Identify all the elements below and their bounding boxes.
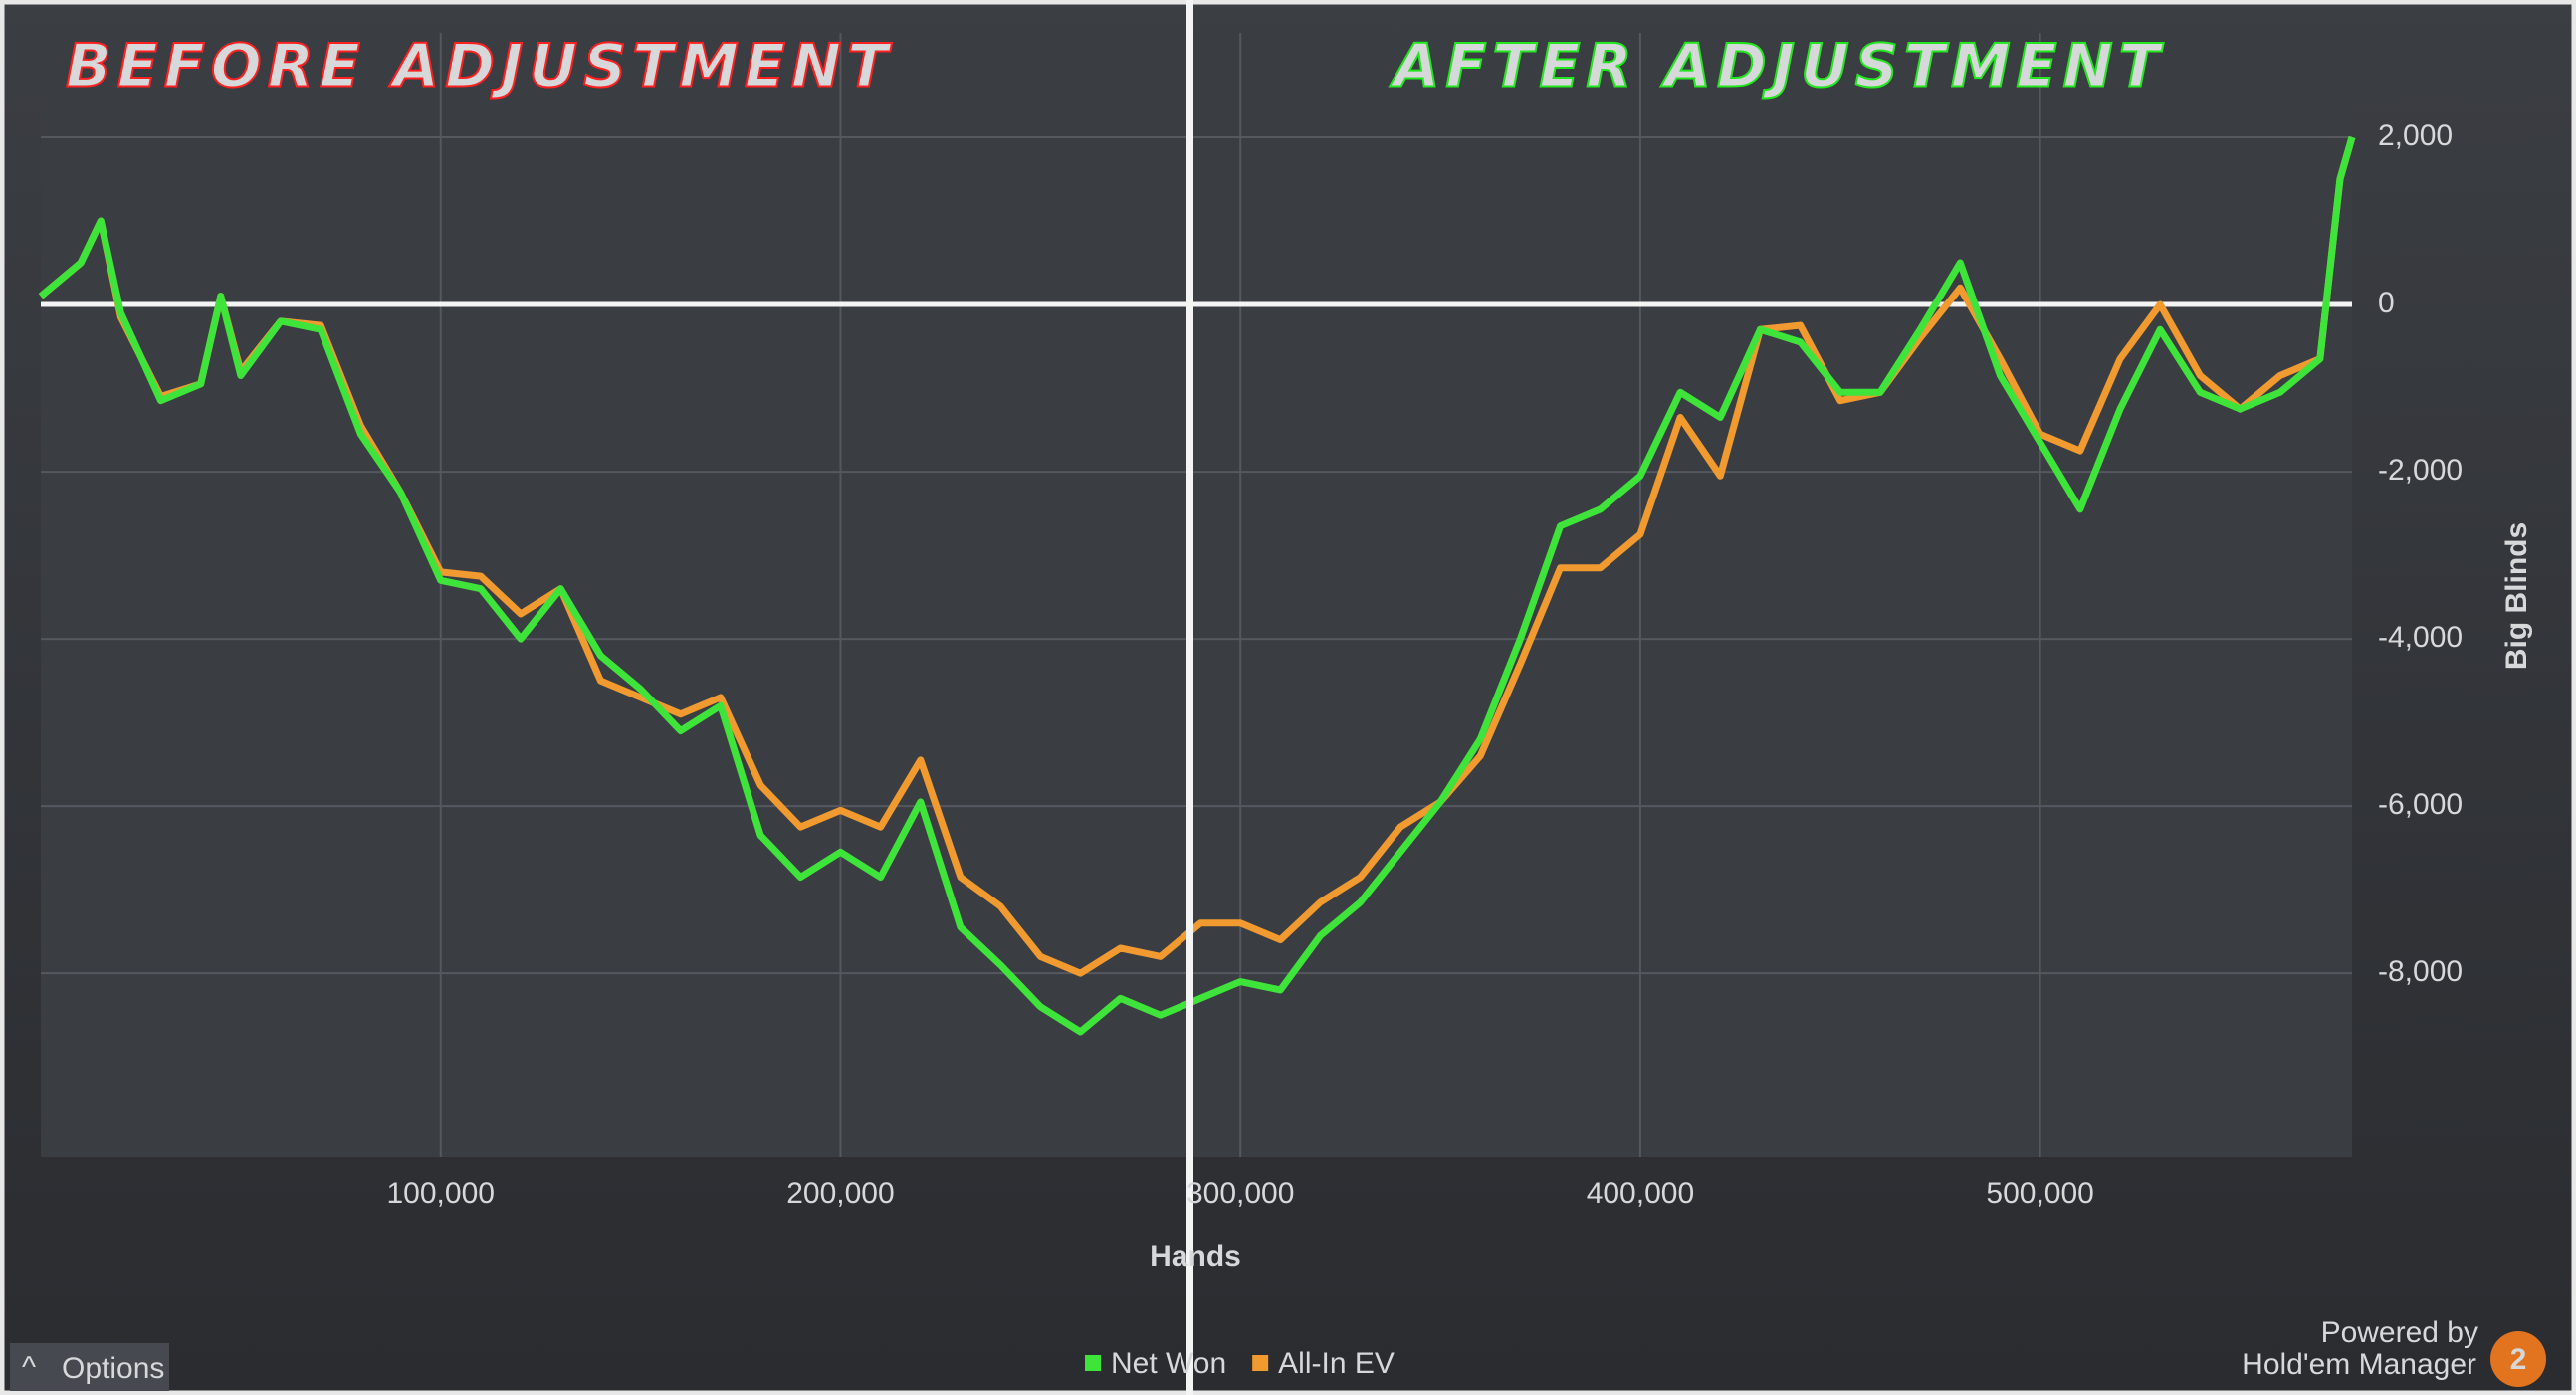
- x-axis-label: Hands: [1150, 1240, 1241, 1273]
- x-tick-label: 500,000: [1986, 1177, 2093, 1210]
- legend-swatch: [1252, 1355, 1269, 1371]
- y-tick-label: 0: [2378, 287, 2395, 319]
- y-tick-label: -8,000: [2378, 955, 2463, 988]
- series-line: [38, 136, 2356, 1036]
- options-label[interactable]: Options: [62, 1352, 164, 1385]
- brand-badge: [2490, 1331, 2546, 1387]
- y-tick-label: -6,000: [2378, 788, 2463, 821]
- x-tick-label: 300,000: [1186, 1177, 1294, 1210]
- options-button[interactable]: [10, 1343, 169, 1391]
- annotation: AFTER ADJUSTMENT: [1390, 32, 2166, 101]
- annotation: BEFORE ADJUSTMENT: [66, 32, 894, 101]
- legend-label: Net Won: [1111, 1347, 1226, 1380]
- y-tick-label: -4,000: [2378, 621, 2463, 654]
- divider: [1186, 0, 1193, 1395]
- y-tick-label: -2,000: [2378, 454, 2463, 487]
- legend-label: All-In EV: [1278, 1347, 1395, 1380]
- x-tick-label: 100,000: [387, 1177, 495, 1210]
- brand: Hold'em Manager: [2242, 1348, 2476, 1381]
- x-tick-label: 400,000: [1587, 1177, 1694, 1210]
- options-caret: ^: [22, 1351, 36, 1384]
- y-axis-label: Big Blinds: [2500, 522, 2533, 670]
- x-tick-label: 200,000: [786, 1177, 894, 1210]
- plot-area: [41, 33, 2352, 1157]
- badge-text: 2: [2510, 1343, 2527, 1376]
- legend-swatch: [1085, 1355, 1101, 1371]
- y-tick-label: 2,000: [2378, 119, 2453, 152]
- powered-by: Powered by: [2321, 1316, 2478, 1349]
